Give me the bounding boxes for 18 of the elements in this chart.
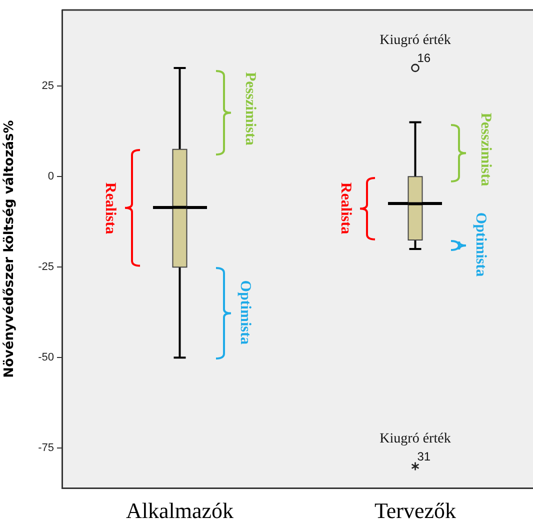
y-tick-label: -25 — [38, 261, 54, 274]
annotation: Pesszimista — [242, 72, 258, 146]
annotation: 16 — [417, 50, 431, 65]
y-tick-label: 25 — [42, 80, 54, 92]
y-axis-title: Növényvédőszer költség változás% — [2, 120, 18, 378]
y-tick-label: -50 — [38, 352, 54, 364]
annotation: Realista — [337, 182, 354, 235]
annotation: Kiugró érték — [380, 431, 451, 446]
x-tick-label: Alkalmazók — [126, 498, 234, 523]
x-tick-label: Tervezők — [374, 498, 456, 523]
annotation: Realista — [102, 182, 118, 235]
y-tick-label: 0 — [48, 170, 54, 183]
annotation: Kiugró érték — [380, 32, 451, 48]
y-tick-label: -75 — [38, 442, 54, 454]
annotation: Optimista — [236, 280, 253, 345]
annotation: 31 — [417, 449, 431, 464]
annotation: Pesszimista — [477, 112, 494, 187]
annotation: Optimista — [472, 212, 488, 278]
